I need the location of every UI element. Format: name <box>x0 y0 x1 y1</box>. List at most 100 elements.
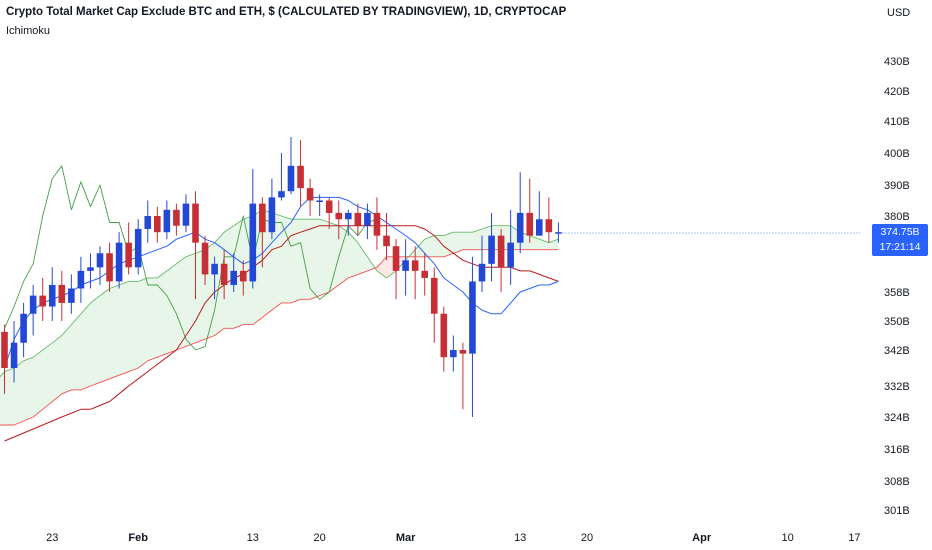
chart-title: Crypto Total Market Cap Exclude BTC and … <box>6 6 567 18</box>
candle-body <box>278 191 285 198</box>
cloud-segment <box>271 212 282 311</box>
time-axis-label: 20 <box>581 532 593 544</box>
candle-body <box>249 203 257 282</box>
cloud-segment <box>90 295 100 386</box>
cloud-segment <box>52 335 62 402</box>
candle-body <box>220 263 228 285</box>
candle-body <box>392 246 400 271</box>
candle-body <box>450 350 457 358</box>
cloud-segment <box>128 281 139 372</box>
candle-body <box>211 263 218 275</box>
candle-body <box>268 197 276 233</box>
cloud-segment <box>434 235 444 257</box>
cloud-segment <box>147 277 158 361</box>
time-axis-label: 17 <box>848 532 860 544</box>
cloud-segment <box>0 371 5 425</box>
cloud-segment <box>424 235 435 257</box>
candle-body <box>259 203 266 233</box>
candle-body <box>29 295 37 314</box>
price-axis-label: 390B <box>884 180 910 192</box>
cloud-segment <box>319 219 330 296</box>
cloud-segment <box>100 288 110 383</box>
cloud-segment <box>138 277 148 368</box>
cloud-segment <box>376 256 387 278</box>
candle-body <box>469 281 476 354</box>
cloud-segment <box>357 242 368 275</box>
last-price-value: 374.75B <box>880 226 920 238</box>
cloud-segment <box>176 256 186 350</box>
candle-body <box>411 260 419 271</box>
candle-body <box>10 342 18 368</box>
candle-body <box>402 260 409 271</box>
price-axis-label: 316B <box>884 444 910 456</box>
candle-body <box>68 288 75 303</box>
candle-body <box>106 253 113 282</box>
cloud-segment <box>71 313 81 390</box>
currency-label[interactable]: USD <box>887 7 911 19</box>
candle-body <box>96 253 104 268</box>
cloud-segment <box>262 209 272 318</box>
cloud-segment <box>300 219 311 300</box>
price-axis-label: 380B <box>884 211 910 223</box>
candle-body <box>115 242 123 282</box>
cloud-segment <box>529 235 540 250</box>
cloud-segment <box>348 232 358 278</box>
time-axis-label: 13 <box>514 532 526 544</box>
candle-body <box>39 295 46 307</box>
time-axis-label: 23 <box>46 532 58 544</box>
cloud-segment <box>33 350 43 417</box>
candle-body <box>125 242 132 268</box>
candle-body <box>192 203 199 243</box>
cloud-segment <box>42 342 53 410</box>
base-line <box>4 225 559 442</box>
candle-body <box>1 331 8 368</box>
cloud-segment <box>338 225 349 285</box>
candle-body <box>516 212 524 243</box>
candle-body <box>134 228 142 268</box>
bar-countdown: 17:21:14 <box>879 241 921 253</box>
cloud-segment <box>443 232 454 257</box>
price-axis-label: 430B <box>884 56 910 68</box>
time-axis-label: 10 <box>781 532 793 544</box>
candle-body <box>526 212 534 236</box>
price-axis-label: 420B <box>884 86 910 98</box>
price-axis-label: 342B <box>884 345 910 357</box>
cloud-segment <box>548 239 559 250</box>
candle-body <box>48 284 56 307</box>
cloud-segment <box>310 219 320 300</box>
candle-body <box>497 235 505 268</box>
price-axis-label: 332B <box>884 381 910 393</box>
time-axis-label: Apr <box>692 532 712 544</box>
cloud-segment <box>109 284 120 379</box>
time-axis-label: 20 <box>314 532 326 544</box>
candle-body <box>421 270 428 278</box>
candle-body <box>345 212 352 220</box>
leading-span-b-line <box>0 249 559 426</box>
price-axis-label: 400B <box>884 148 910 160</box>
cloud-segment <box>281 216 291 303</box>
candle-body <box>383 235 390 247</box>
candle-body <box>297 165 304 189</box>
candle-body <box>364 212 371 226</box>
indicator-label[interactable]: Ichimoku <box>6 25 51 37</box>
cloud-segment <box>329 222 339 292</box>
price-axis-label: 308B <box>884 476 910 488</box>
candle-body <box>20 313 27 343</box>
cloud-segment <box>80 302 91 390</box>
cloud-segment <box>4 368 15 425</box>
candle-body <box>230 270 237 285</box>
cloud-segment <box>453 232 463 254</box>
cloud-segment <box>462 232 473 250</box>
candle-body <box>201 242 209 275</box>
cloud-segment <box>61 324 72 394</box>
cloud-segment <box>291 219 301 303</box>
candle-body <box>430 277 438 314</box>
candle-body <box>335 212 343 220</box>
price-axis-label: 350B <box>884 316 910 328</box>
candle-body <box>555 232 562 234</box>
cloud-segment <box>157 270 167 358</box>
price-axis-label: 358B <box>884 287 910 299</box>
candle-body <box>87 267 94 271</box>
